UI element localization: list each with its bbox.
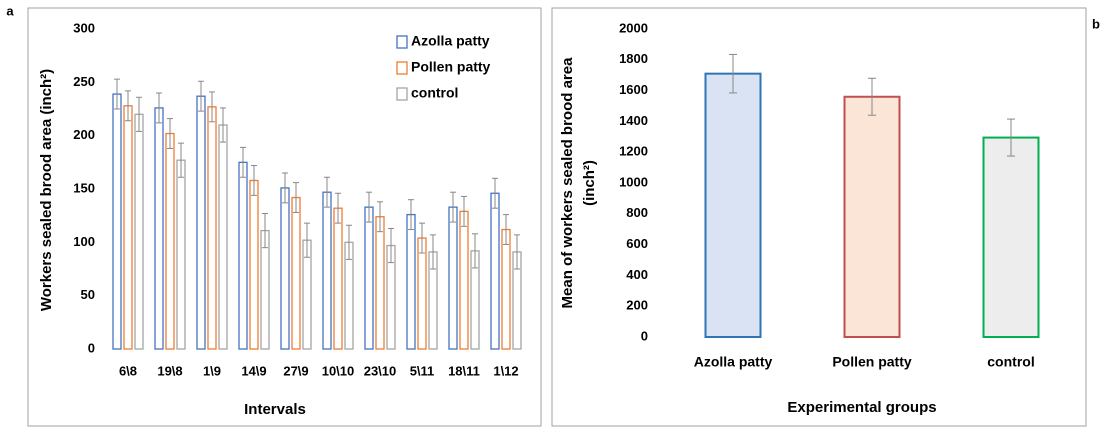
panel-a-border — [27, 7, 542, 427]
y-tick-label: 400 — [626, 267, 648, 282]
y-tick-label: 1600 — [619, 82, 648, 97]
x-tick-label: 18\11 — [448, 363, 480, 378]
legend-label: Pollen patty — [411, 59, 491, 75]
bar — [207, 106, 217, 350]
bar — [704, 72, 762, 338]
bar — [843, 95, 901, 339]
bar — [459, 210, 469, 350]
bar — [417, 237, 427, 350]
bar — [123, 105, 133, 350]
y-tick-label: 100 — [73, 234, 95, 249]
y-tick-label: 1800 — [619, 51, 648, 66]
x-tick-label: 14\9 — [241, 363, 266, 378]
y-tick-label: 0 — [88, 340, 95, 355]
legend-swatch — [396, 35, 408, 49]
bar — [448, 206, 458, 350]
x-tick-label: Pollen patty — [832, 354, 912, 370]
x-tick-label: Azolla patty — [694, 354, 773, 370]
y-tick-label: 0 — [641, 328, 648, 343]
y-tick-label: 50 — [81, 287, 95, 302]
bar — [333, 207, 343, 350]
y-axis-label: Workers sealed brood area (inch²) — [38, 69, 55, 311]
x-tick-label: 23\10 — [364, 363, 397, 378]
y-tick-label: 250 — [73, 74, 95, 89]
y-tick-label: 300 — [73, 20, 95, 35]
bar — [364, 206, 374, 350]
x-tick-label: 19\8 — [157, 363, 182, 378]
y-tick-label: 1000 — [619, 174, 648, 189]
y-tick-label: 150 — [73, 180, 95, 195]
x-tick-label: 27\9 — [283, 363, 308, 378]
y-axis-label: Mean of workers sealed brood area — [559, 57, 576, 309]
x-tick-label: 6\8 — [119, 363, 137, 378]
y-tick-label: 600 — [626, 236, 648, 251]
y-tick-label: 2000 — [619, 20, 648, 35]
y-tick-label: 200 — [73, 127, 95, 142]
bar — [218, 124, 228, 350]
x-tick-label: 10\10 — [322, 363, 355, 378]
bar — [490, 192, 500, 350]
bar — [501, 228, 511, 350]
y-axis-label: (inch²) — [581, 160, 598, 206]
legend-swatch — [396, 87, 408, 101]
x-tick-label: 5\11 — [410, 363, 435, 378]
bar — [176, 159, 186, 350]
bar — [134, 113, 144, 350]
bar — [260, 229, 270, 350]
x-axis-label: Experimental groups — [787, 399, 936, 416]
panel-b-border — [551, 7, 1087, 427]
x-tick-label: control — [987, 354, 1034, 370]
x-axis-label: Intervals — [244, 401, 306, 418]
bar — [406, 213, 416, 350]
legend-swatch — [396, 61, 408, 75]
y-tick-label: 1400 — [619, 113, 648, 128]
bar — [238, 161, 248, 350]
bar — [154, 107, 164, 350]
bar — [112, 93, 122, 350]
panel-label: a — [6, 3, 14, 18]
bar — [291, 196, 301, 350]
bar — [322, 191, 332, 350]
bar — [280, 187, 290, 350]
y-tick-label: 200 — [626, 298, 648, 313]
x-tick-label: 1\9 — [203, 363, 221, 378]
legend-label: Azolla patty — [411, 33, 490, 49]
panel-label: b — [1092, 16, 1100, 31]
legend-label: control — [411, 85, 458, 101]
bar — [165, 132, 175, 350]
x-tick-label: 1\12 — [493, 363, 518, 378]
y-tick-label: 1200 — [619, 144, 648, 159]
y-tick-label: 800 — [626, 205, 648, 220]
bar — [249, 179, 259, 350]
bar — [375, 216, 385, 350]
bar — [982, 136, 1040, 338]
bar — [196, 95, 206, 350]
